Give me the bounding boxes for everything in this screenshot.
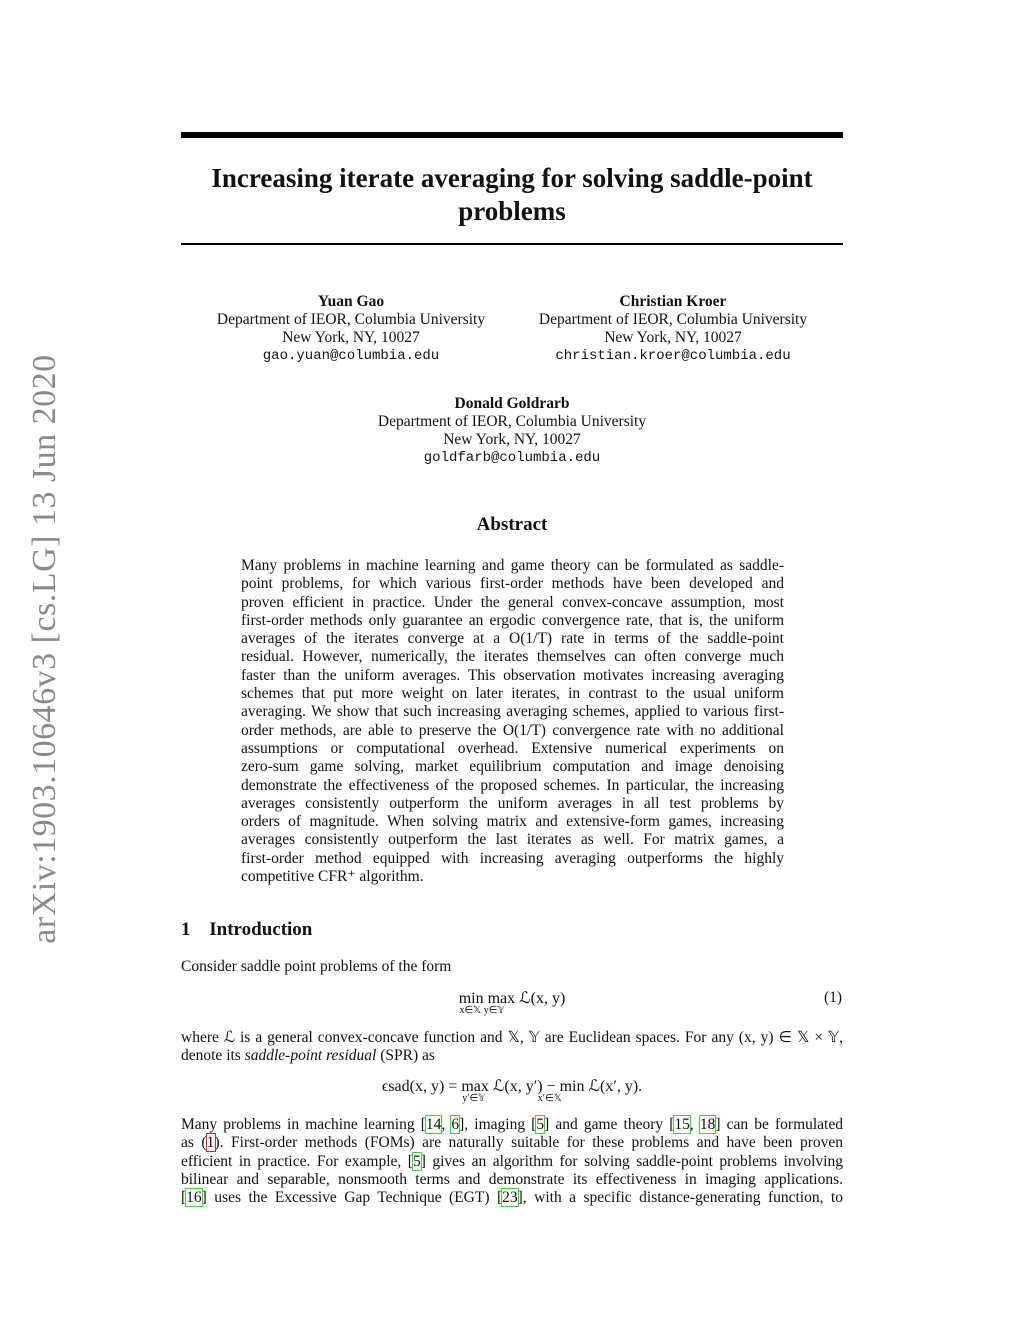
author-address: New York, NY, 10027 <box>282 329 420 346</box>
paper-title: Increasing iterate averaging for solving… <box>181 162 843 228</box>
equation-1: min max ℒ(x, y) x∈𝕏 y∈𝕐 <box>181 988 843 1016</box>
text: efficient in practice. For example, [ <box>181 1152 413 1170</box>
text-line: as (1). First-order methods (FOMs) are n… <box>181 1133 843 1153</box>
text: , <box>441 1116 452 1133</box>
author-block: Christian Kroer Department of IEOR, Colu… <box>512 293 834 365</box>
abstract-line: proven efficient in practice. Under the … <box>241 593 784 611</box>
abstract-line: averages consistently outperform the las… <box>241 831 784 849</box>
title-line: problems <box>458 196 566 226</box>
top-rule <box>181 132 843 138</box>
abstract-line: residual. However, numerically, the iter… <box>241 648 784 666</box>
arxiv-stamp: arXiv:1903.10646v3 [cs.LG] 13 Jun 2020 <box>26 354 63 944</box>
section-title: Introduction <box>209 919 313 940</box>
text: (SPR) as <box>376 1047 435 1065</box>
equation-text: min max ℒ(x, y) <box>458 990 566 1007</box>
citation-link[interactable]: 16 <box>185 1188 203 1208</box>
abstract-body: Many problems in machine learning and ga… <box>241 557 784 886</box>
text: ] uses the Excessive Gap Technique (EGT)… <box>201 1189 503 1207</box>
author-name: Yuan Gao <box>317 293 385 310</box>
text-line: efficient in practice. For example, [5] … <box>181 1151 843 1171</box>
author-email[interactable]: goldfarb@columbia.edu <box>423 450 601 466</box>
abstract-line: orders of magnitude. When solving matrix… <box>241 813 784 831</box>
text: bilinear and separable, nonsmooth terms … <box>181 1170 843 1188</box>
abstract-line: averages of the iterates converge at a O… <box>241 630 784 648</box>
equation-2: ϵsad(x, y) = max ℒ(x, y′) − min ℒ(x′, y)… <box>181 1076 843 1104</box>
section-number: 1 <box>181 919 191 940</box>
equation-text: ϵsad(x, y) = max ℒ(x, y′) − min ℒ(x′, y)… <box>381 1078 643 1095</box>
author-email[interactable]: christian.kroer@columbia.edu <box>555 348 791 364</box>
section-heading: 1 Introduction <box>181 919 312 941</box>
text: ], imaging [ <box>459 1116 537 1133</box>
abstract-line: point problems, for which various first-… <box>241 575 784 593</box>
abstract-line: assumptions or computational overhead. E… <box>241 739 784 757</box>
text: ] can be formulated <box>715 1116 843 1133</box>
intro-paragraph: where ℒ is a general convex-concave func… <box>181 1029 843 1066</box>
abstract-line: first-order methods only guarantee an er… <box>241 611 784 629</box>
equation-label: (1) <box>824 989 843 1006</box>
abstract-line: Many problems in machine learning and ga… <box>241 557 784 574</box>
author-affiliation: Department of IEOR, Columbia University <box>538 311 808 328</box>
equation-subscript: y′∈𝕐 x′∈𝕏 <box>462 1093 562 1104</box>
author-name: Donald Goldrarb <box>454 395 570 412</box>
author-block: Yuan Gao Department of IEOR, Columbia Un… <box>190 293 512 365</box>
citation-link[interactable]: 5 <box>535 1115 546 1134</box>
intro-paragraph: Many problems in machine learning [14, 6… <box>181 1115 843 1208</box>
author-email[interactable]: gao.yuan@columbia.edu <box>262 348 440 364</box>
abstract-line: averaging. We show that such increasing … <box>241 703 784 721</box>
abstract-line: competitive CFR⁺ algorithm. <box>241 868 424 886</box>
citation-link[interactable]: 6 <box>450 1115 461 1134</box>
citation-link[interactable]: 15 <box>673 1115 691 1134</box>
text-line: denote its saddle-point residual (SPR) a… <box>181 1047 843 1065</box>
abstract-line: demonstrate the effectiveness of the pro… <box>241 776 784 794</box>
text-line: bilinear and separable, nonsmooth terms … <box>181 1171 843 1189</box>
text: Many problems in machine learning [ <box>181 1116 426 1133</box>
citation-link[interactable]: 5 <box>411 1151 422 1171</box>
text: ], with a specific distance-generating f… <box>517 1189 843 1207</box>
citation-link[interactable]: 14 <box>424 1115 443 1134</box>
text: ] and game theory [ <box>544 1116 675 1133</box>
abstract-line: zero-sum game solving, market equilibriu… <box>241 758 784 776</box>
text-line: where ℒ is a general convex-concave func… <box>181 1029 843 1046</box>
abstract-line: faster than the uniform averages. This o… <box>241 666 784 684</box>
author-address: New York, NY, 10027 <box>604 329 742 346</box>
text: ). First-order methods (FOMs) are natura… <box>214 1134 843 1152</box>
text: , <box>689 1116 700 1133</box>
abstract-line: order methods, are able to preserve the … <box>241 721 784 739</box>
equation-subscript: x∈𝕏 y∈𝕐 <box>459 1005 505 1016</box>
text: [ <box>181 1189 187 1207</box>
text-line: [16] uses the Excessive Gap Technique (E… <box>181 1188 843 1208</box>
abstract-line: averages consistently outperform the uni… <box>241 794 784 812</box>
title-line: Increasing iterate averaging for solving… <box>211 163 813 193</box>
text: ] gives an algorithm for solving saddle-… <box>420 1152 843 1170</box>
citation-link[interactable]: 23 <box>501 1188 519 1208</box>
text: as ( <box>181 1134 207 1152</box>
equation-ref-link[interactable]: 1 <box>205 1133 216 1153</box>
author-affiliation: Department of IEOR, Columbia University <box>377 413 647 430</box>
abstract-heading: Abstract <box>476 514 548 535</box>
author-block: Donald Goldrarb Department of IEOR, Colu… <box>351 395 673 467</box>
citation-link[interactable]: 18 <box>698 1115 717 1134</box>
abstract-line: schemes that put more weight on later it… <box>241 685 784 703</box>
author-address: New York, NY, 10027 <box>443 431 581 448</box>
author-name: Christian Kroer <box>619 293 727 310</box>
emphasis: saddle-point residual <box>244 1047 377 1065</box>
text-line: Many problems in machine learning [14, 6… <box>181 1115 843 1134</box>
intro-line: Consider saddle point problems of the fo… <box>181 958 452 975</box>
abstract-line: first-order method equipped with increas… <box>241 849 784 867</box>
author-affiliation: Department of IEOR, Columbia University <box>216 311 486 328</box>
title-bottom-rule <box>181 243 843 245</box>
text: denote its <box>181 1047 245 1065</box>
